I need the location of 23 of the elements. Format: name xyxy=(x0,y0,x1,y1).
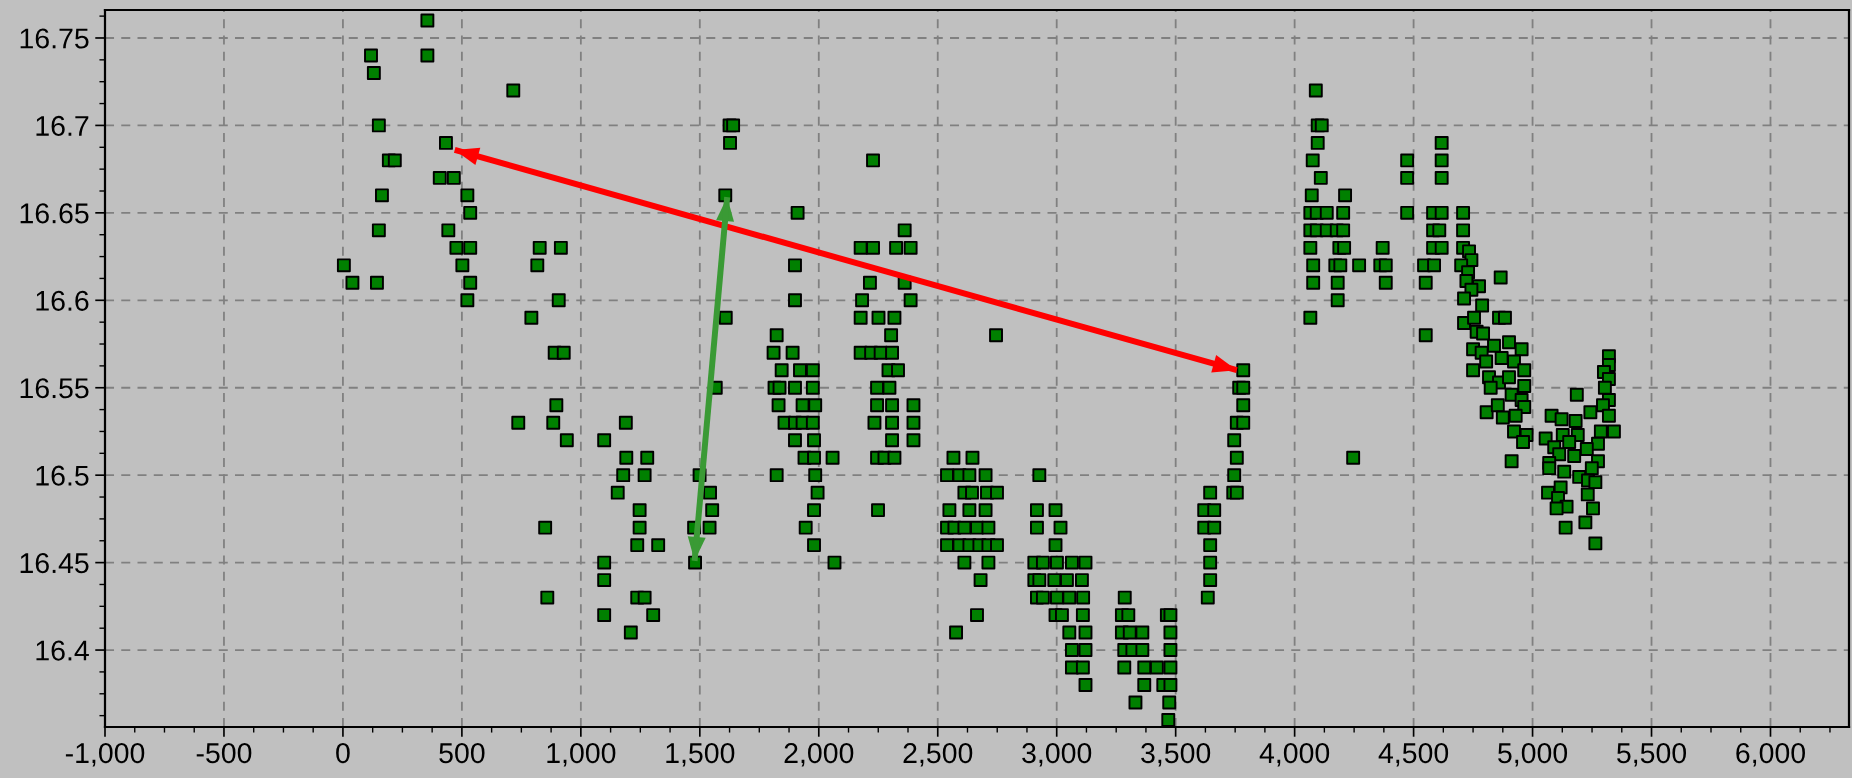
x-tick-label: 1,500 xyxy=(666,743,735,767)
y-tick-label: 16.65 xyxy=(20,203,89,224)
x-tick-label: 4,000 xyxy=(1259,743,1330,767)
x-tick-label: 3,000 xyxy=(1022,743,1092,767)
x-tick-label: 3,500 xyxy=(1141,743,1211,767)
x-tick-label: 5,000 xyxy=(1498,743,1568,767)
x-tick-label: 2,500 xyxy=(903,743,973,767)
y-tick-label: 16.5 xyxy=(36,465,89,486)
y-tick-label: 16.55 xyxy=(20,378,89,399)
x-tick-label: -1,000 xyxy=(65,743,145,767)
x-tick-label: -500 xyxy=(196,743,252,764)
x-tick-label: 0 xyxy=(336,743,350,764)
x-tick-label: 500 xyxy=(439,743,485,764)
x-tick-label: 6,000 xyxy=(1736,743,1805,767)
x-tick-label: 1,000 xyxy=(547,743,616,767)
y-tick-label: 16.7 xyxy=(36,115,89,137)
x-tick-label: 2,000 xyxy=(784,743,854,767)
y-tick-label: 16.75 xyxy=(20,28,89,49)
x-tick-label: 4,500 xyxy=(1378,743,1449,767)
y-tick-label: 16.4 xyxy=(36,640,89,661)
y-tick-label: 16.45 xyxy=(20,553,89,574)
x-tick-label: 5,500 xyxy=(1617,743,1687,767)
y-tick-label: 16.6 xyxy=(36,290,89,311)
